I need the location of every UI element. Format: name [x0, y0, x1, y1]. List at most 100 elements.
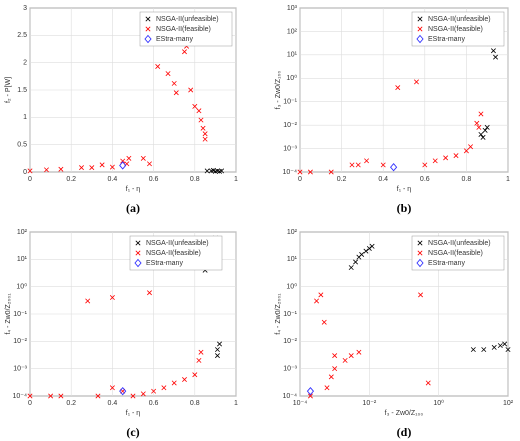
- subplot: 0 0.2 0.4 0.6 0.8 1 10⁻⁴ 10⁻³ 10⁻² 10⁻¹ 10⁰ 10¹ 10² f…: [5, 229, 238, 439]
- marker-stroke: [318, 292, 324, 298]
- x-marker: [468, 144, 474, 150]
- marker-shape: [416, 258, 424, 268]
- x-marker: [474, 120, 480, 126]
- x-tick-label: 0: [28, 176, 32, 183]
- marker-stroke: [321, 319, 327, 325]
- marker-stroke: [476, 124, 482, 130]
- y-tick-label: 10⁰: [286, 74, 297, 82]
- marker-stroke: [463, 148, 469, 154]
- subplot: 10⁻⁴ 10⁻² 10⁰ 10² 10⁻⁴ 10⁻³ 10⁻² 10⁻¹ 10⁰ 10¹ 10² f…: [275, 229, 514, 439]
- legend-label: NSGA-II(feasible): [428, 250, 483, 257]
- legend-label: NSGA-II(unfeasible): [428, 240, 491, 247]
- x-tick-label: 0.8: [462, 176, 472, 183]
- legend-label: NSGA-II(feasible): [428, 26, 483, 33]
- x-tick-label: 0.4: [108, 400, 118, 407]
- marker-stroke: [188, 87, 194, 93]
- x-marker: [418, 292, 424, 298]
- x-marker: [48, 393, 54, 399]
- marker-stroke: [171, 80, 177, 86]
- legend-label: EStra-many: [146, 260, 183, 267]
- x-marker: [198, 349, 204, 355]
- x-marker: [482, 127, 488, 133]
- x-marker: [478, 111, 484, 117]
- marker-stroke: [219, 168, 225, 174]
- x-marker: [146, 290, 152, 296]
- marker-stroke: [165, 71, 171, 77]
- marker-stroke: [135, 250, 141, 256]
- x-marker: [109, 385, 115, 391]
- y-tick-label: 10⁰: [16, 283, 27, 291]
- x-tick-label: 0.4: [378, 176, 388, 183]
- marker-stroke: [192, 372, 198, 378]
- y-tick-label: 0: [23, 169, 27, 176]
- x-marker: [43, 167, 49, 173]
- marker-stroke: [332, 353, 338, 359]
- marker-stroke: [307, 169, 313, 175]
- marker-stroke: [173, 90, 179, 96]
- marker-stroke: [355, 162, 361, 168]
- x-marker: [417, 16, 423, 22]
- y-tick-label: 10⁻²: [283, 338, 297, 345]
- marker-stroke: [214, 353, 220, 359]
- legend-label: NSGA-II(unfeasible): [146, 240, 209, 247]
- x-marker: [480, 134, 486, 140]
- y-tick-label: 10⁻¹: [283, 311, 297, 318]
- x-marker: [89, 165, 95, 171]
- marker-stroke: [422, 162, 428, 168]
- x-marker: [307, 393, 313, 399]
- y-tick-label: 10¹: [287, 52, 298, 59]
- x-marker: [342, 357, 348, 363]
- marker-stroke: [155, 64, 161, 69]
- marker-stroke: [332, 366, 338, 372]
- marker-stroke: [432, 158, 438, 164]
- x-marker: [200, 125, 206, 131]
- legend-label: EStra-many: [428, 260, 465, 267]
- x-tick-label: 0.4: [108, 176, 118, 183]
- x-marker: [359, 252, 365, 258]
- x-marker: [297, 169, 303, 175]
- x-marker: [146, 161, 152, 167]
- marker-shape: [134, 258, 142, 268]
- x-marker: [58, 393, 64, 399]
- x-marker: [366, 245, 372, 251]
- x-marker: [417, 26, 423, 32]
- y-tick-label: 10⁻³: [283, 366, 297, 373]
- x-marker: [126, 155, 132, 161]
- caption: (a): [126, 201, 140, 215]
- legend-label: NSGA-II(feasible): [146, 250, 201, 257]
- x-marker: [417, 250, 423, 256]
- legend-label: EStra-many: [156, 36, 193, 43]
- marker-stroke: [202, 136, 208, 142]
- diamond-marker: [390, 163, 398, 172]
- x-marker: [493, 54, 499, 60]
- x-tick-label: 0: [298, 176, 302, 183]
- y-tick-label: 10¹: [287, 256, 298, 263]
- marker-stroke: [356, 349, 362, 355]
- y-tick-label: 10⁻¹: [13, 311, 27, 318]
- marker-stroke: [146, 290, 152, 296]
- x-marker: [202, 131, 208, 137]
- marker-stroke: [505, 347, 511, 353]
- y-tick-label: 10²: [287, 28, 298, 35]
- x-marker: [214, 353, 220, 359]
- subplot: 0 0.2 0.4 0.6 0.8 1 10⁻⁴ 10⁻³ 10⁻² 10⁻¹ 10⁰ 10¹ 10² 1…: [275, 5, 510, 215]
- marker-stroke: [146, 161, 152, 167]
- caption: (d): [397, 425, 412, 439]
- x-marker: [217, 341, 223, 347]
- marker-stroke: [366, 245, 372, 251]
- x-marker: [214, 347, 220, 353]
- x-marker: [348, 353, 354, 359]
- marker-shape: [306, 386, 315, 396]
- marker-stroke: [380, 162, 386, 168]
- diamond-marker: [119, 161, 127, 170]
- x-marker: [130, 393, 136, 399]
- y-tick-label: 10⁰: [286, 283, 297, 291]
- x-marker: [364, 158, 370, 164]
- marker-stroke: [140, 155, 146, 161]
- x-marker: [425, 380, 431, 386]
- x-axis-label: f₁ - η: [397, 186, 412, 193]
- marker-stroke: [161, 385, 167, 391]
- marker-stroke: [171, 380, 177, 386]
- marker-stroke: [151, 388, 157, 394]
- marker-stroke: [120, 158, 126, 164]
